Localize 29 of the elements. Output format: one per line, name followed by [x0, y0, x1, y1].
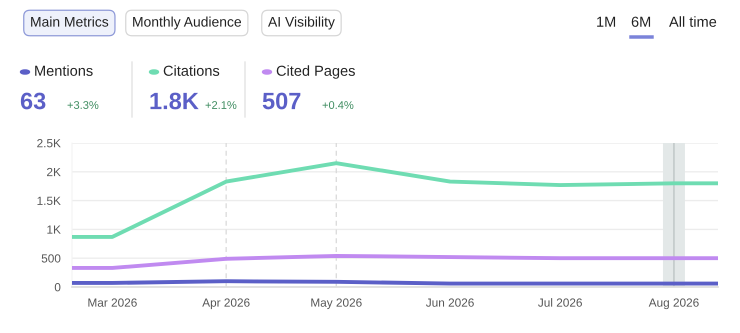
line-series [72, 254, 718, 270]
line-series [72, 161, 718, 239]
text: Main Metrics [31, 16, 108, 27]
text: +3.3% [68, 101, 98, 109]
y-tick-label: 2K [47, 168, 61, 176]
y-tick-label: 0 [54, 283, 60, 292]
y-tick-label: 1K [47, 226, 61, 234]
legend-label: Cited Pages [276, 65, 355, 79]
legend-label: Citations [164, 65, 220, 76]
x-tick-label: Jul 2026 [538, 298, 582, 307]
x-tick-label: Jun 2026 [426, 298, 474, 307]
text: 63 [20, 92, 46, 110]
y-tick-label: 500 [42, 254, 60, 263]
text: +2.1% [206, 101, 236, 109]
x-tick-label: May 2026 [311, 298, 362, 310]
x-tick-label: Mar 2026 [88, 298, 137, 307]
text: 1M [597, 16, 616, 27]
y-tick-label: 1.5K [38, 196, 61, 205]
x-tick-label: Aug 2026 [648, 298, 699, 310]
legend-label: Mentions [35, 65, 93, 76]
text: 6M [632, 16, 650, 27]
text: All time [669, 16, 716, 27]
text: 507 [262, 92, 300, 110]
text: AI Visibility [268, 16, 335, 30]
text: Monthly Audience [133, 16, 242, 30]
text: +0.4% [322, 101, 354, 109]
y-tick-label: 2.5K [37, 139, 61, 148]
text: 1.8K [150, 92, 199, 110]
x-tick-label: Apr 2026 [202, 298, 250, 310]
